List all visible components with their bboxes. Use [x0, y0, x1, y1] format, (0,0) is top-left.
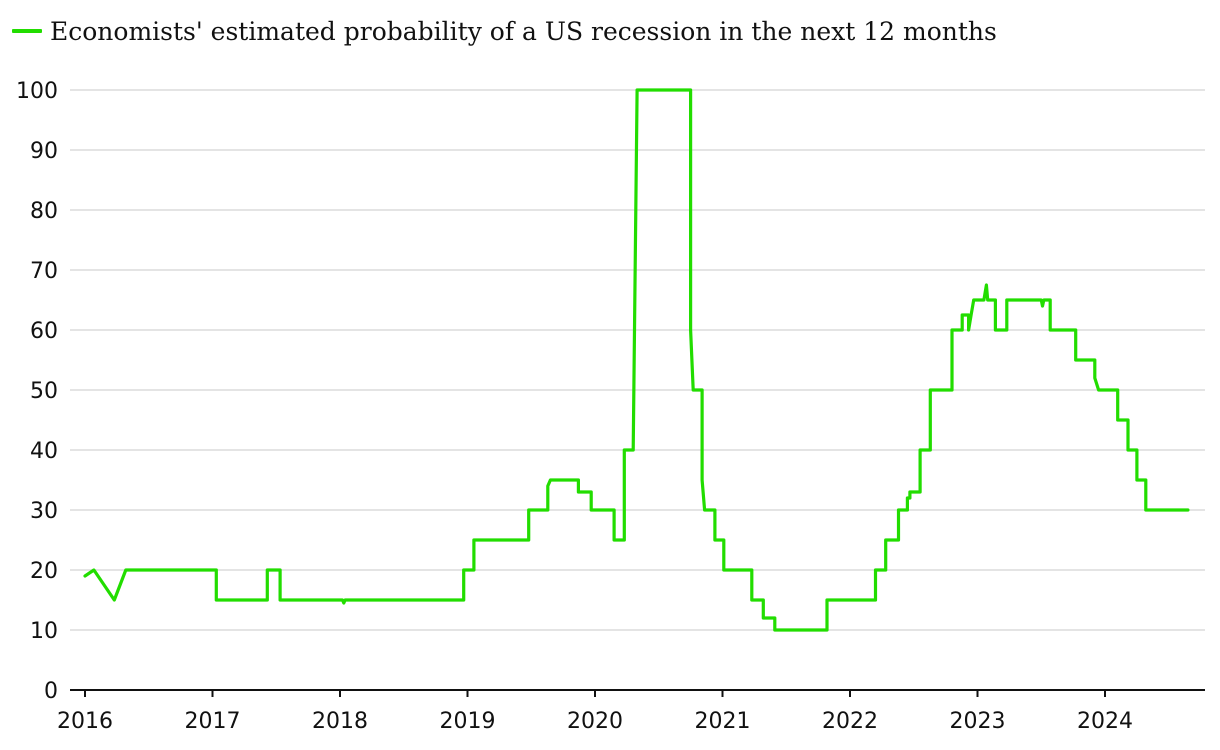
- y-tick-label: 50: [30, 379, 58, 404]
- x-tick-label: 2019: [440, 709, 496, 734]
- chart-legend: Economists' estimated probability of a U…: [12, 14, 997, 48]
- x-tick-label: 2020: [567, 709, 623, 734]
- y-tick-label: 30: [30, 499, 58, 524]
- x-tick-label: 2022: [822, 709, 878, 734]
- y-tick-label: 10: [30, 619, 58, 644]
- x-tick-label: 2024: [1077, 709, 1133, 734]
- y-tick-label: 0: [44, 679, 58, 704]
- x-tick-label: 2017: [185, 709, 241, 734]
- y-tick-label: 100: [16, 79, 58, 104]
- y-tick-label: 20: [30, 559, 58, 584]
- x-tick-label: 2021: [695, 709, 751, 734]
- y-tick-label: 90: [30, 139, 58, 164]
- x-axis: 2016 2017 2018 2019 2020 2021 2022 2023 2024: [57, 689, 1205, 734]
- y-tick-label: 80: [30, 199, 58, 224]
- y-tick-label: 40: [30, 439, 58, 464]
- x-tick-label: 2023: [950, 709, 1006, 734]
- series-line-0: [83, 88, 1190, 632]
- y-tick-label: 70: [30, 259, 58, 284]
- x-tick-label: 2016: [57, 709, 113, 734]
- legend-line-swatch: [12, 29, 42, 33]
- legend-series-label: Economists' estimated probability of a U…: [50, 16, 997, 46]
- y-tick-label: 60: [30, 319, 58, 344]
- x-tick-label: 2018: [312, 709, 368, 734]
- series-layer: [83, 88, 1190, 632]
- y-axis-tick-labels: 0 10 20 30 40 50 60 70 80 90 100: [16, 79, 58, 704]
